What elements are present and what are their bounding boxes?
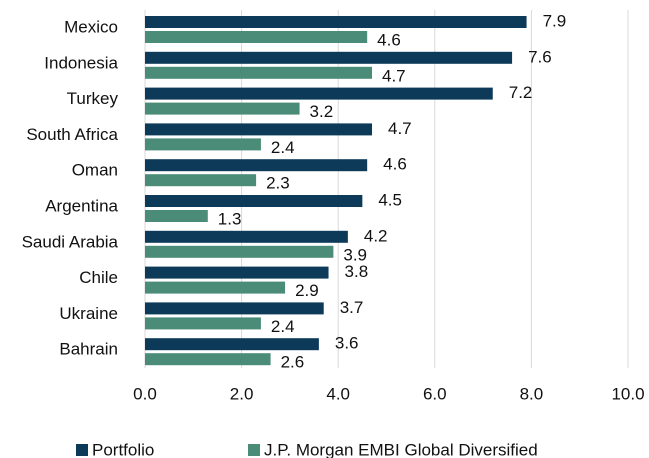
- data-label: 4.7: [388, 119, 412, 138]
- x-tick-label: 4.0: [326, 384, 350, 403]
- data-label: 7.9: [543, 11, 567, 30]
- data-label: 4.7: [382, 66, 406, 85]
- y-tick-label: Chile: [79, 268, 118, 287]
- bar: [145, 16, 527, 28]
- data-label: 4.6: [383, 155, 407, 174]
- bar: [145, 353, 271, 366]
- y-tick-label: Mexico: [64, 17, 118, 36]
- bar: [145, 66, 373, 79]
- data-label: 7.2: [509, 83, 533, 102]
- y-tick-label: Saudi Arabia: [22, 232, 119, 251]
- data-label: 2.4: [271, 317, 295, 336]
- x-tick-label: 2.0: [230, 384, 254, 403]
- data-label: 4.6: [377, 30, 401, 49]
- legend-swatch: [76, 444, 88, 456]
- bar: [145, 210, 208, 222]
- bar: [145, 338, 319, 351]
- bar: [145, 123, 373, 136]
- y-tick-label: Indonesia: [44, 53, 118, 72]
- y-tick-label: Ukraine: [59, 304, 118, 323]
- bar: [145, 174, 257, 187]
- data-label: 1.3: [218, 209, 242, 228]
- bar: [145, 87, 493, 100]
- bar: [145, 317, 261, 330]
- x-tick-label: 0.0: [133, 384, 157, 403]
- y-tick-label: Argentina: [45, 196, 118, 215]
- bar: [145, 266, 329, 279]
- bar: [145, 195, 363, 207]
- bar: [145, 102, 300, 115]
- bar: [145, 159, 368, 172]
- x-tick-label: 10.0: [611, 384, 644, 403]
- data-label: 2.3: [266, 174, 290, 193]
- legend-swatch: [248, 444, 260, 456]
- bar: [145, 51, 513, 64]
- data-label: 4.2: [364, 226, 388, 245]
- bar: [145, 138, 261, 151]
- data-label: 4.5: [378, 190, 402, 209]
- data-label: 7.6: [528, 47, 552, 66]
- data-label: 2.6: [281, 353, 305, 372]
- bar: [145, 230, 348, 243]
- data-label: 3.9: [343, 245, 367, 264]
- legend-label: Portfolio: [92, 440, 154, 458]
- y-tick-label: Bahrain: [59, 340, 118, 359]
- data-label: 2.9: [295, 281, 319, 300]
- x-tick-label: 8.0: [520, 384, 544, 403]
- bar: [145, 281, 286, 294]
- data-label: 3.7: [340, 298, 364, 317]
- data-label: 3.2: [310, 102, 334, 121]
- data-label: 3.6: [335, 334, 359, 353]
- data-label: 3.8: [345, 262, 369, 281]
- bar: [145, 31, 368, 43]
- bar: [145, 302, 324, 315]
- y-tick-label: Turkey: [67, 89, 119, 108]
- y-tick-label: South Africa: [26, 125, 118, 144]
- bar: [145, 245, 334, 258]
- data-label: 2.4: [271, 138, 295, 157]
- y-tick-label: Oman: [72, 161, 118, 180]
- legend-label: J.P. Morgan EMBI Global Diversified: [264, 440, 538, 458]
- x-tick-label: 6.0: [423, 384, 447, 403]
